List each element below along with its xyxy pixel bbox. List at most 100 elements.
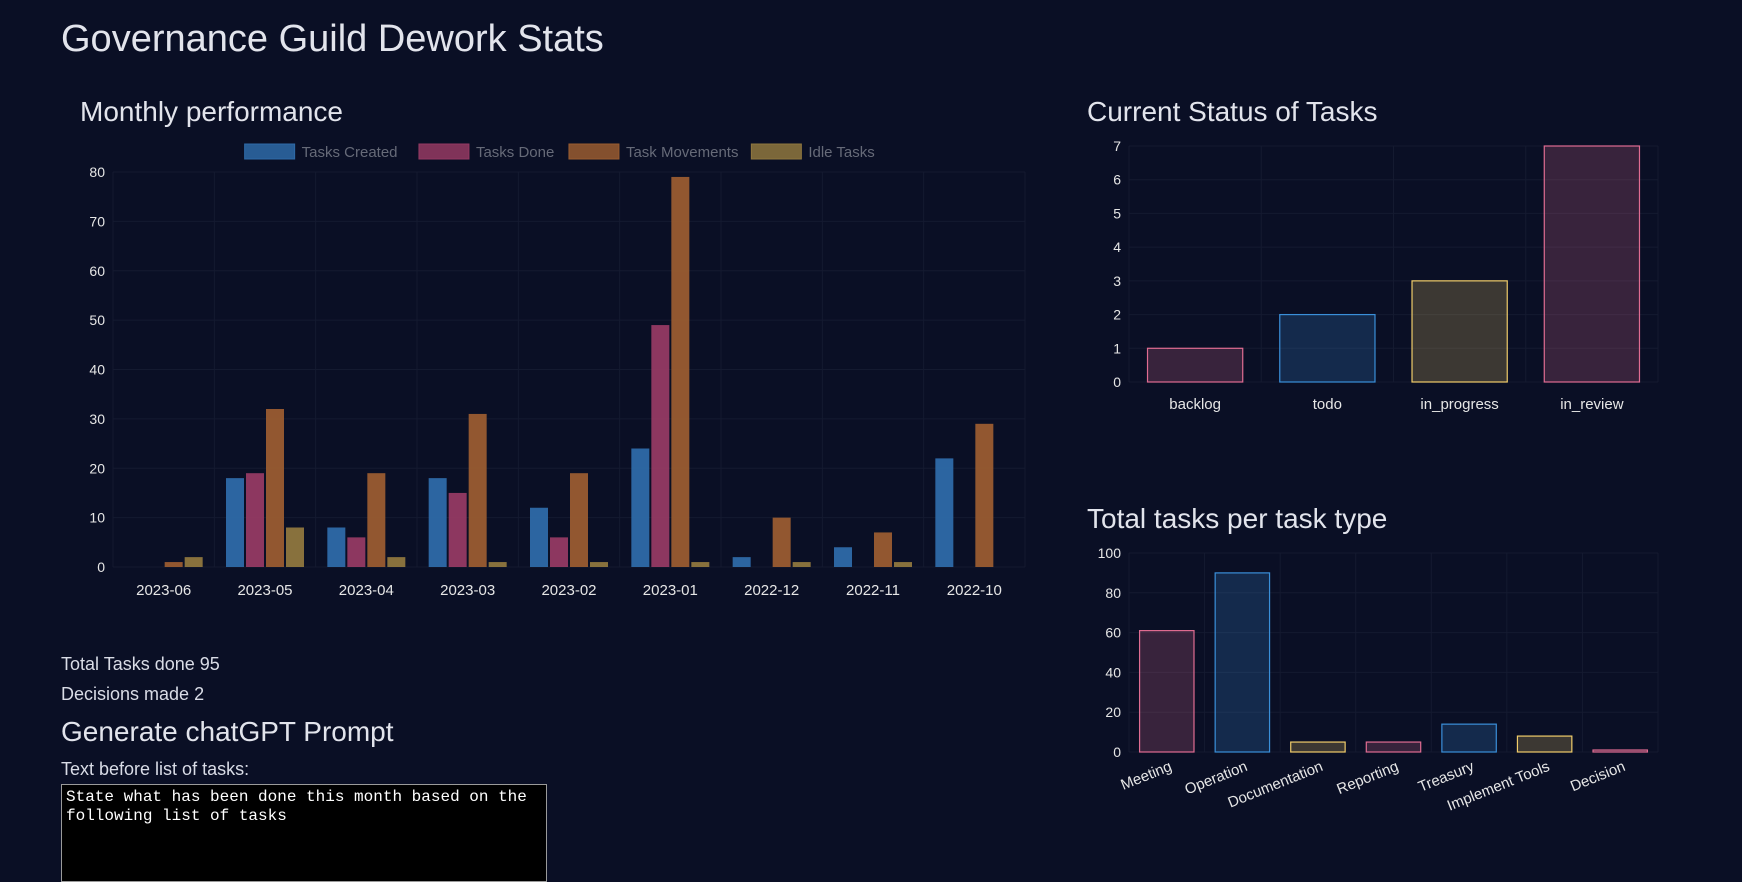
x-tick-label: 2022-12 (744, 582, 799, 599)
x-tick-label: Decision (1568, 758, 1628, 795)
x-tick-label: 2022-10 (947, 582, 1002, 599)
legend-item[interactable]: Task Movements (568, 143, 739, 161)
total-tasks-done-value: 95 (199, 654, 220, 674)
y-tick-label: 6 (1113, 172, 1121, 188)
bar-idle-tasks (691, 562, 710, 567)
bar-tasks-created (226, 478, 244, 567)
page-title: Governance Guild Dework Stats (61, 18, 604, 60)
bar-tasks-created (834, 547, 852, 567)
legend-label: Tasks Done (476, 144, 554, 161)
y-tick-label: 100 (1098, 545, 1122, 561)
bar-task-movements (266, 409, 284, 567)
bar-task-movements (772, 517, 791, 567)
x-tick-label: 2023-01 (643, 582, 698, 599)
y-tick-label: 0 (1113, 744, 1121, 760)
y-tick-label: 30 (89, 411, 105, 427)
legend-label: Idle Tasks (808, 144, 874, 161)
legend-label: Tasks Created (302, 144, 398, 161)
x-tick-label: Meeting (1118, 758, 1174, 794)
bar-operation (1214, 572, 1271, 753)
x-tick-label: todo (1313, 396, 1342, 413)
x-tick-label: 2022-11 (846, 582, 900, 599)
bar-tasks-done (550, 537, 568, 567)
bar-tasks-done (448, 492, 467, 567)
legend-swatch (244, 143, 296, 160)
x-tick-label: 2023-02 (541, 582, 596, 599)
total-tasks-done-stat: Total Tasks done 95 (61, 654, 220, 675)
x-tick-label: in_review (1560, 396, 1624, 413)
bar-idle-tasks (894, 562, 912, 567)
bar-task-movements (570, 473, 588, 567)
bar-tasks-created (935, 458, 954, 567)
y-tick-label: 80 (89, 164, 105, 180)
bar-reporting (1365, 741, 1422, 753)
bar-in_review (1543, 145, 1641, 383)
y-tick-label: 0 (1113, 374, 1121, 390)
y-tick-label: 10 (89, 510, 105, 526)
bar-idle-tasks (590, 562, 608, 567)
bar-backlog (1146, 347, 1244, 383)
status-chart-title: Current Status of Tasks (1087, 96, 1378, 127)
y-tick-label: 40 (1105, 664, 1121, 680)
prompt-section-title: Generate chatGPT Prompt (61, 716, 394, 747)
y-tick-label: 20 (89, 460, 105, 476)
x-tick-label: in_progress (1420, 396, 1498, 413)
x-tick-label: 2023-04 (339, 582, 394, 599)
task-type-chart-title: Total tasks per task type (1087, 503, 1388, 534)
y-tick-label: 3 (1113, 273, 1121, 289)
monthly-performance-chart: 0 10 20 30 40 50 60 70 80 Tasks Created Tasks Done… (89, 143, 1026, 599)
bar-tasks-created (530, 507, 548, 567)
y-tick-label: 7 (1113, 138, 1121, 154)
bar-task-movements (975, 423, 994, 567)
bar-idle-tasks (387, 557, 406, 567)
monthly-chart-title: Monthly performance (80, 96, 344, 127)
y-tick-label: 50 (89, 312, 105, 328)
x-tick-label: 2023-03 (440, 582, 495, 599)
y-tick-label: 70 (89, 213, 105, 229)
x-tick-label: 2023-05 (237, 582, 292, 599)
y-tick-label: 2 (1113, 307, 1121, 323)
bar-task-movements (468, 413, 487, 567)
x-tick-label: Reporting (1334, 758, 1401, 798)
bar-task-movements (671, 176, 690, 567)
decisions-made-label: Decisions made (61, 684, 190, 704)
legend-item[interactable]: Idle Tasks (750, 143, 875, 161)
bar-tasks-done (347, 537, 366, 567)
y-tick-label: 4 (1113, 239, 1121, 255)
bar-implement-tools (1516, 735, 1573, 753)
y-tick-label: 80 (1105, 585, 1121, 601)
bar-idle-tasks (286, 527, 304, 567)
bar-task-movements (164, 562, 183, 567)
bar-meeting (1138, 630, 1195, 753)
legend-item[interactable]: Tasks Created (244, 143, 398, 161)
y-tick-label: 40 (89, 362, 105, 378)
bar-task-movements (367, 473, 386, 567)
legend-swatch (750, 143, 802, 160)
y-tick-label: 1 (1113, 340, 1121, 356)
prompt-textarea[interactable]: State what has been done this month base… (61, 784, 547, 882)
bar-tasks-created (327, 527, 346, 567)
total-tasks-done-label: Total Tasks done (61, 654, 195, 674)
bar-tasks-done (651, 325, 670, 567)
prompt-field-label: Text before list of tasks: (61, 759, 250, 779)
bar-tasks-created (732, 557, 751, 567)
bar-tasks-created (631, 448, 650, 567)
bar-task-movements (874, 532, 892, 567)
bar-todo (1279, 313, 1376, 383)
legend-item[interactable]: Tasks Done (418, 143, 554, 161)
legend-swatch (568, 143, 620, 160)
decisions-made-value: 2 (194, 684, 205, 704)
legend-label: Task Movements (626, 144, 739, 161)
bar-in_progress (1411, 280, 1508, 383)
y-tick-label: 0 (97, 559, 105, 575)
bar-idle-tasks (184, 557, 203, 567)
bar-tasks-done (246, 473, 264, 567)
current-status-chart: 0 1 2 3 4 5 6 7 backlog todo in_progress in_review (1113, 138, 1659, 413)
bar-documentation (1290, 741, 1346, 753)
decisions-made-stat: Decisions made 2 (61, 684, 204, 705)
x-tick-label: backlog (1169, 396, 1221, 413)
bar-decision (1592, 749, 1649, 753)
bar-treasury (1441, 723, 1497, 753)
y-tick-label: 20 (1105, 704, 1121, 720)
